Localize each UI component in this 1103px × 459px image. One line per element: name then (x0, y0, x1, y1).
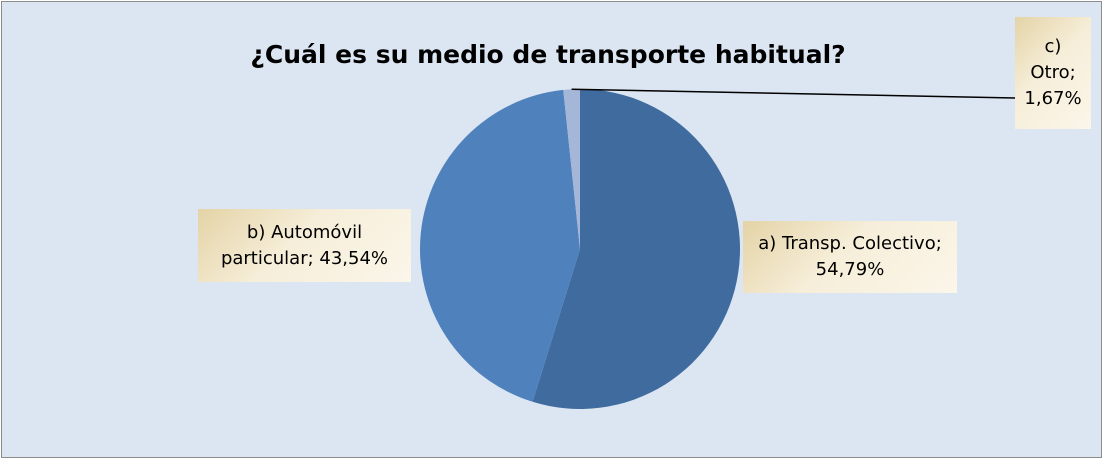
leader-line (571, 88, 1016, 99)
chart-title: ¿Cuál es su medio de transporte habitual… (250, 40, 845, 69)
pie-slice (419, 89, 580, 402)
data-label: b) Automóvil particular; 43,54% (198, 209, 411, 282)
data-label: a) Transp. Colectivo; 54,79% (743, 221, 957, 293)
pie-slice (532, 89, 740, 410)
data-label-box: c) Otro; 1,67% (1015, 17, 1091, 129)
pie-slice (563, 89, 580, 249)
data-label-box: a) Transp. Colectivo; 54,79% (743, 221, 957, 293)
data-label-box: b) Automóvil particular; 43,54% (198, 209, 411, 282)
data-label: c) Otro; 1,67% (1015, 17, 1091, 129)
